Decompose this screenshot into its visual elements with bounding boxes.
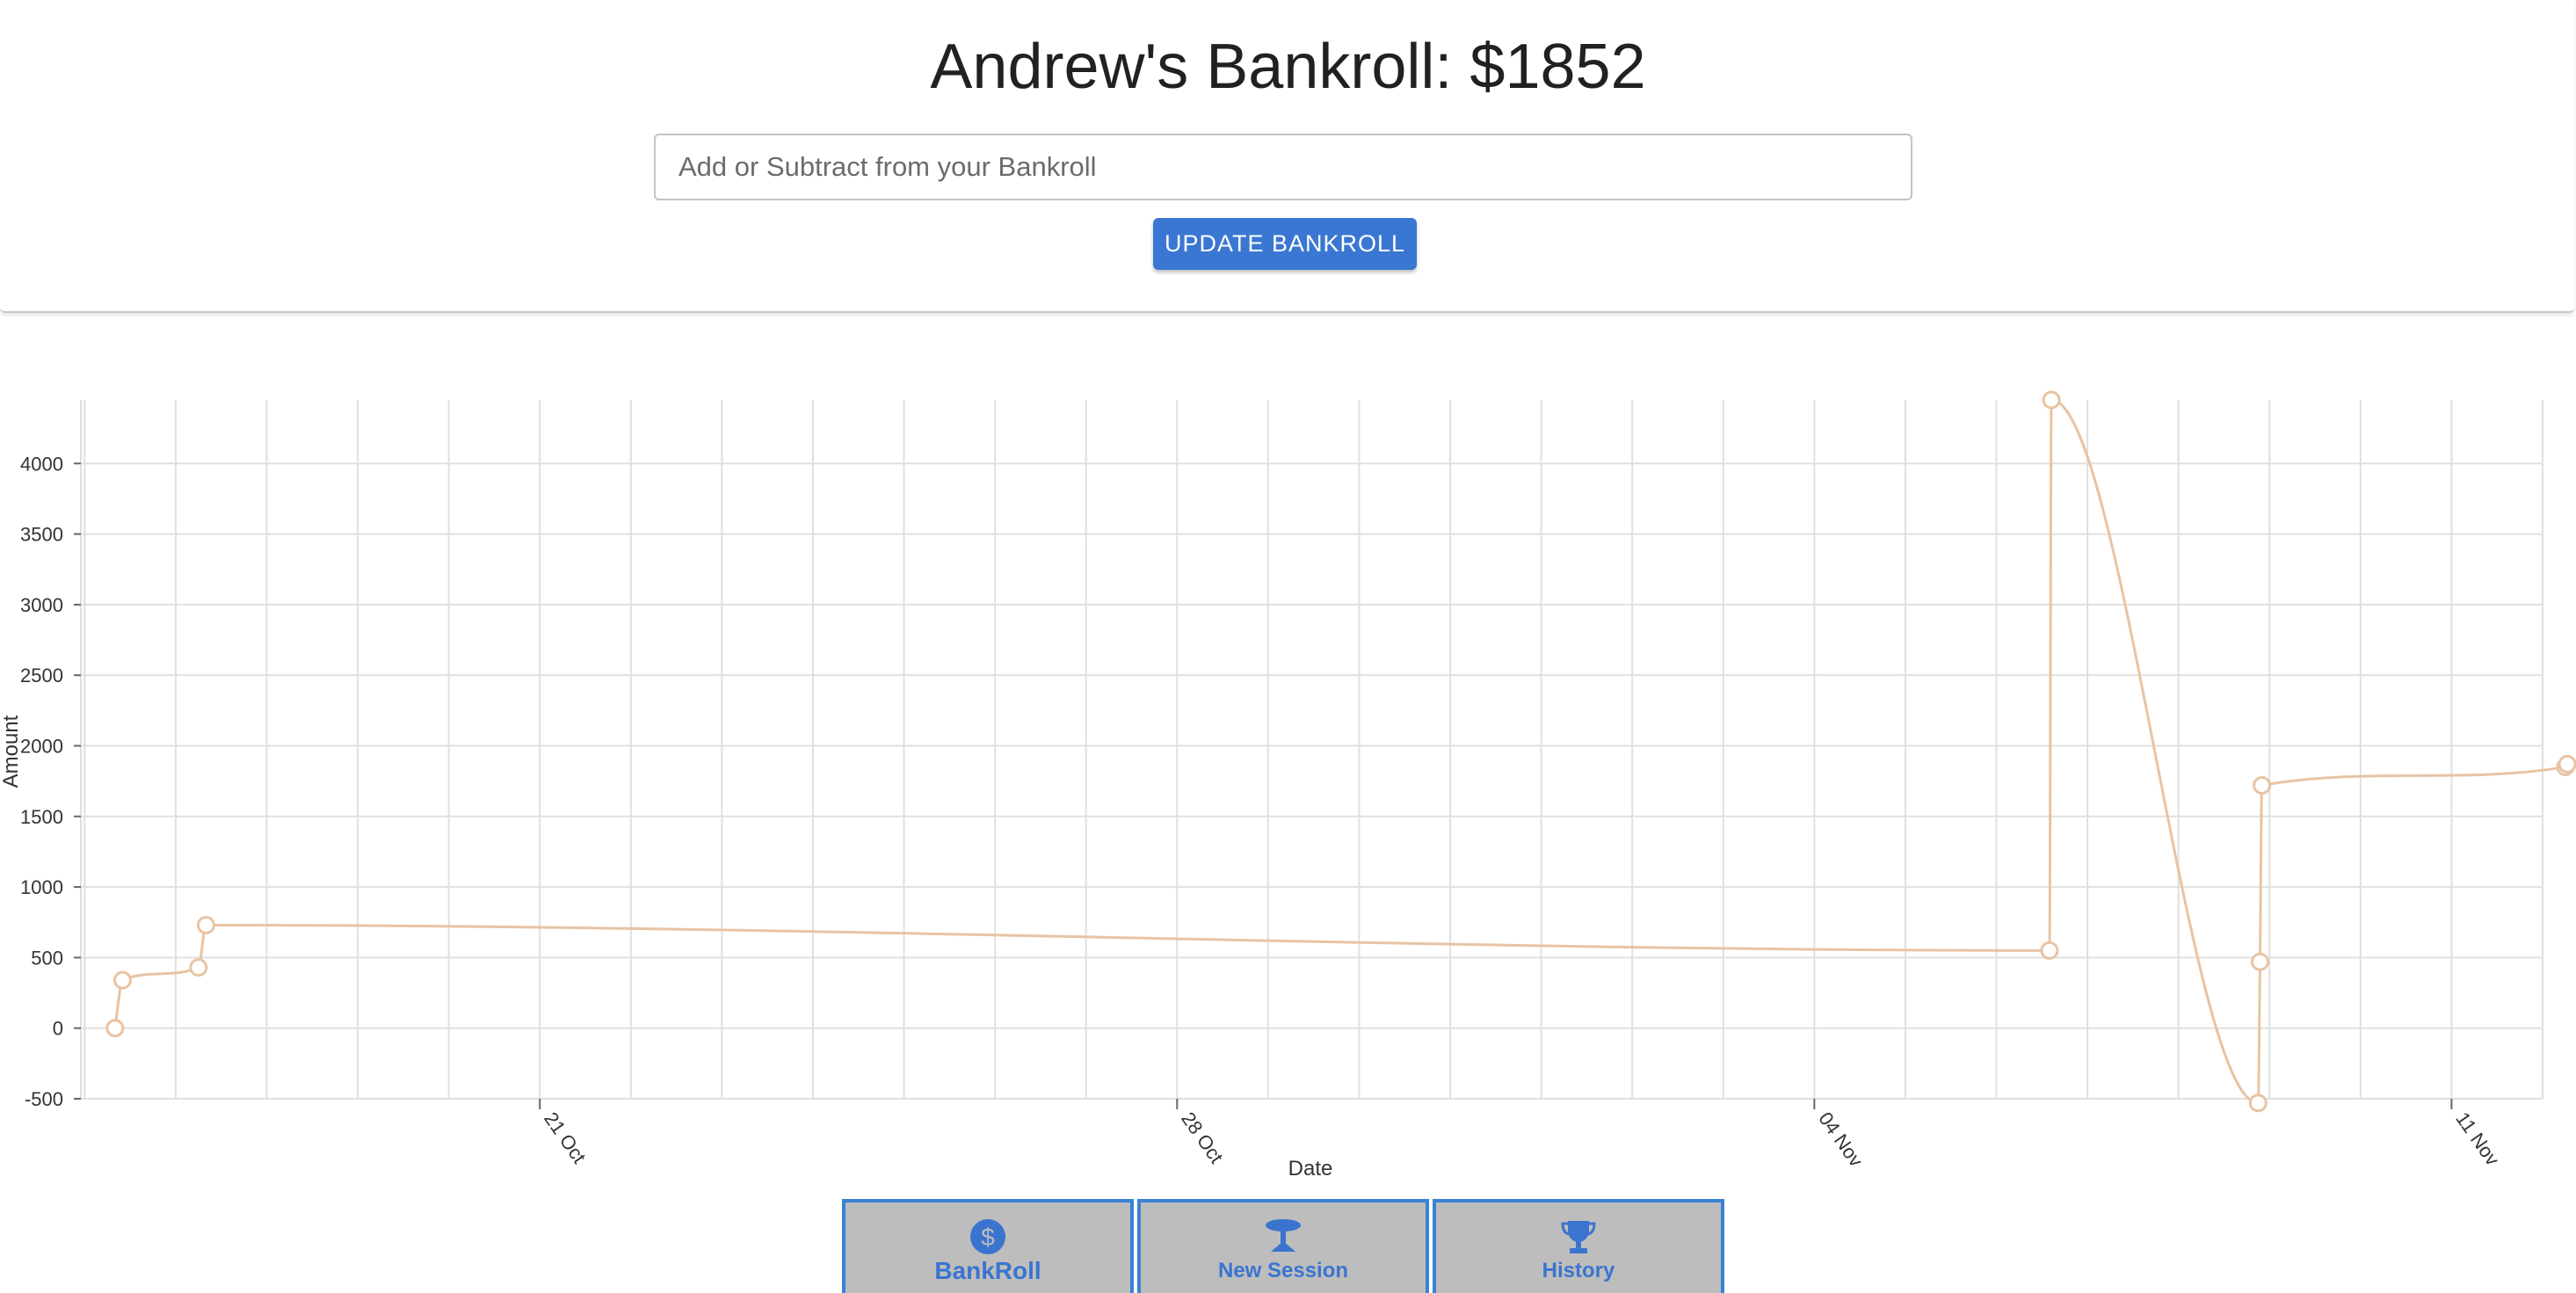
tab-new-session-label: New Session [1217,1259,1349,1282]
y-tick-label: 3500 [20,524,63,546]
data-point [105,1019,125,1038]
y-tick-label: 3000 [20,594,63,616]
data-point [2558,754,2576,774]
x-tick-label: 11 Nov [2451,1108,2504,1170]
y-tick-label: 500 [31,947,63,969]
data-point [189,958,208,977]
x-tick-label: 04 Nov [1814,1108,1867,1171]
x-axis-label: Date [1288,1157,1333,1180]
y-tick-label: -500 [25,1088,63,1110]
chart-series [113,398,2569,1105]
trophy-icon [1561,1221,1596,1253]
data-point [196,915,215,934]
y-tick-label: 1000 [20,876,63,898]
data-point [2040,941,2059,960]
data-point [2248,1093,2268,1113]
series-line [113,398,2569,1105]
y-tick-label: 2000 [20,735,63,757]
y-tick-label: 4000 [20,453,63,475]
data-point [2253,775,2272,795]
tab-bankroll[interactable]: $ BankRoll [842,1199,1134,1293]
bankroll-amount-input[interactable] [654,134,1912,200]
poker-table-icon [1266,1219,1301,1252]
x-tick-label: 28 Oct [1177,1108,1228,1167]
x-tick-label: 21 Oct [540,1108,591,1167]
data-point [112,970,132,990]
tab-bankroll-label: BankRoll [934,1257,1041,1284]
bankroll-line-chart: -500 0 500 1000 1500 2000 2500 3000 3500 4000 21 O… [0,390,2576,1180]
update-bankroll-button[interactable]: UPDATE BANKROLL [1153,218,1417,270]
tab-new-session[interactable]: New Session [1137,1199,1429,1293]
chart-grid [80,400,2543,1100]
y-tick-label: 2500 [20,665,63,686]
dollar-circle-icon: $ [970,1219,1005,1254]
y-tick-label: 0 [53,1018,63,1040]
y-axis-label: Amount [0,715,23,788]
chart-axes: -500 0 500 1000 1500 2000 2500 3000 3500 4000 21 O… [20,453,2504,1171]
tab-history-label: History [1542,1259,1615,1282]
bottom-navigation: $ BankRoll New Session History [842,1199,1728,1293]
y-tick-label: 1500 [20,806,63,828]
tab-history[interactable]: History [1433,1199,1724,1293]
data-point [2042,390,2061,410]
header-card: Andrew's Bankroll: $1852 UPDATE BANKROLL [0,0,2574,313]
data-point [2250,952,2269,971]
chart-points [105,390,2576,1113]
page-title: Andrew's Bankroll: $1852 [930,32,1646,102]
svg-text:$: $ [981,1224,995,1251]
